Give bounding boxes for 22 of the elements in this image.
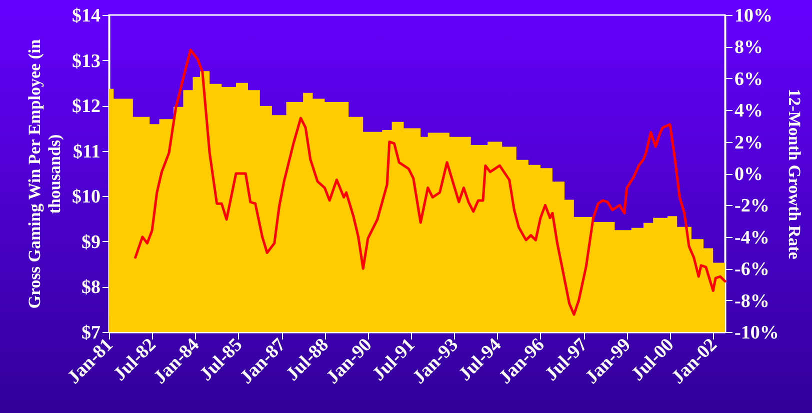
y-tick-label: $11 bbox=[73, 141, 100, 162]
y-tick-label: $8 bbox=[82, 277, 100, 298]
y2-tick-label: 8% bbox=[734, 37, 763, 58]
y2-tick-label: -4% bbox=[734, 227, 770, 248]
y2-axis-title: 12-Month Growth Rate bbox=[784, 88, 804, 260]
y-tick-label: $7 bbox=[82, 322, 101, 344]
y2-tick-label: -2% bbox=[734, 196, 770, 217]
y-tick-label: $14 bbox=[72, 6, 101, 26]
y2-tick-label: -10% bbox=[734, 322, 779, 344]
y-tick-label: $13 bbox=[72, 50, 100, 72]
y-axis-title: Gross Gaming Win Per Employee (in thousands) bbox=[25, 38, 64, 309]
y-tick-label: $12 bbox=[72, 96, 100, 118]
y2-tick-label: 4% bbox=[734, 100, 763, 122]
y-tick-label: $9 bbox=[82, 232, 100, 253]
y-tick-label: $10 bbox=[72, 186, 100, 208]
y2-tick-label: 6% bbox=[734, 68, 763, 90]
y2-tick-label: -8% bbox=[734, 290, 770, 312]
line-series bbox=[134, 48, 726, 316]
y2-tick-label: 0% bbox=[734, 164, 763, 185]
y2-tick-label: 2% bbox=[734, 132, 763, 154]
y2-tick-label: -6% bbox=[734, 259, 770, 280]
y2-tick-label: 10% bbox=[734, 6, 772, 26]
